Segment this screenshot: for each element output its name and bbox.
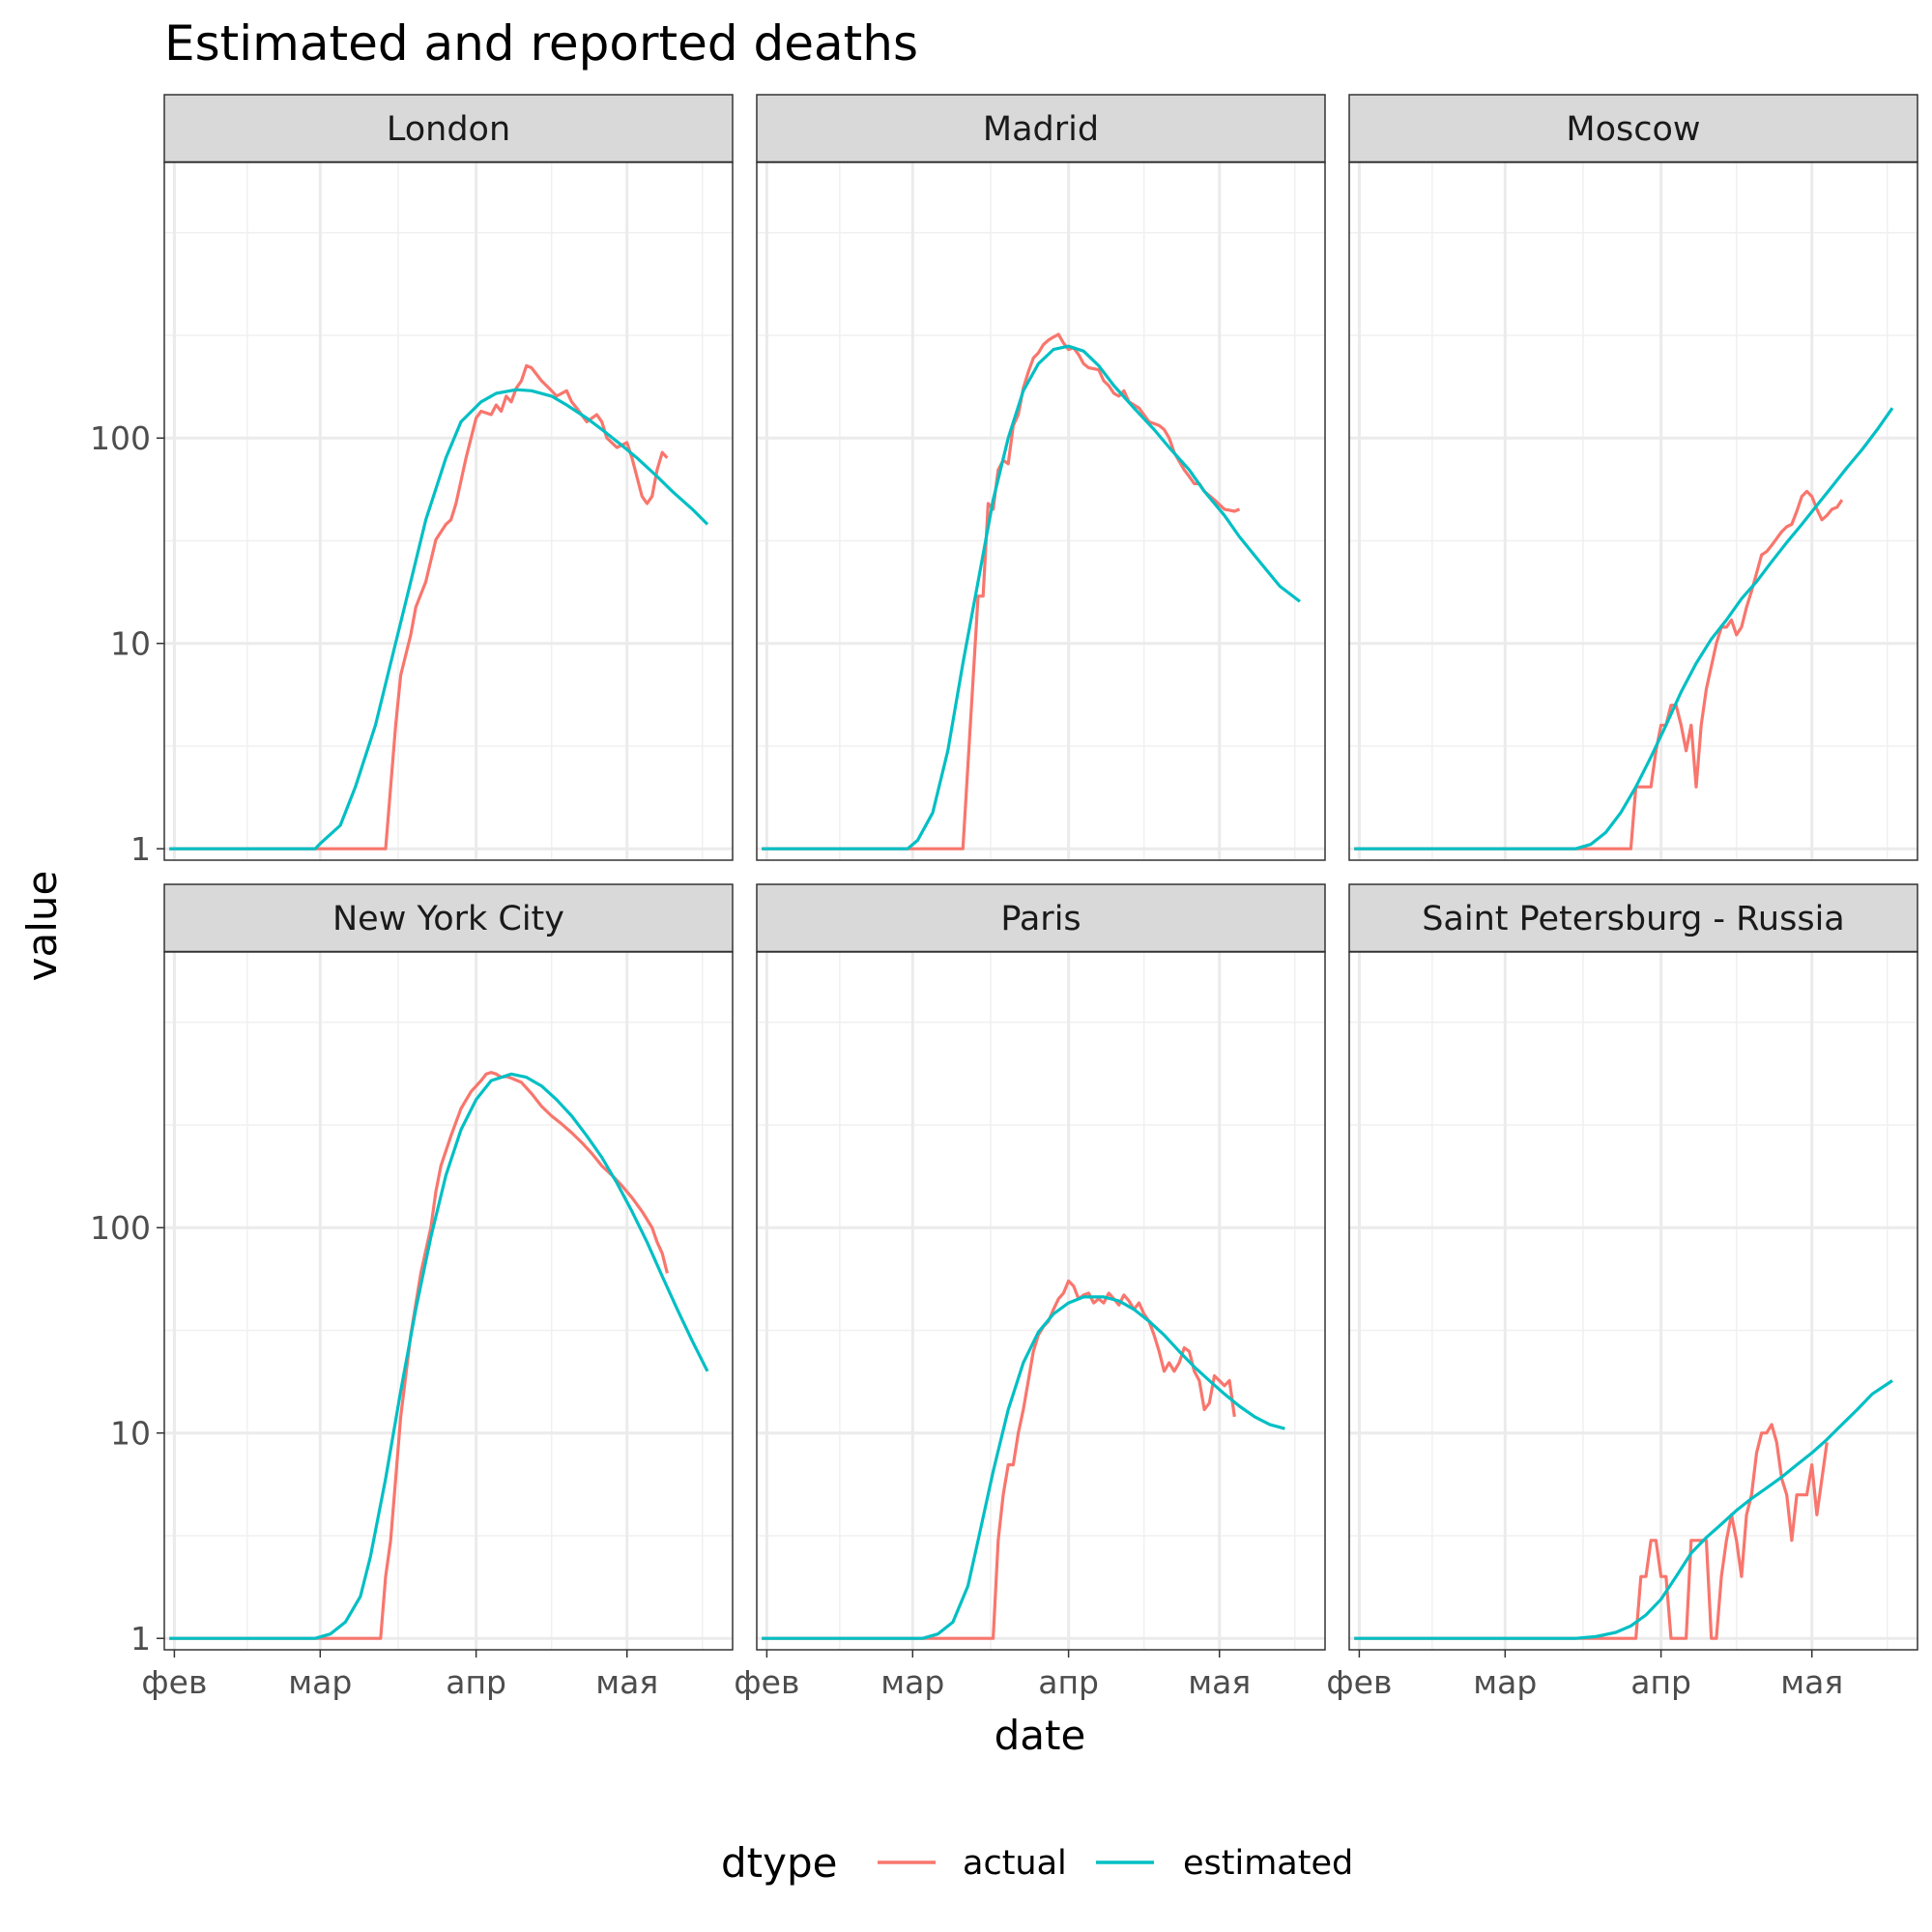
y-tick-label: 10 [110, 1415, 151, 1453]
series-line-estimated [1354, 1379, 1893, 1640]
plot-background [757, 162, 1325, 860]
facet-strip [756, 94, 1326, 163]
x-axis-title: date [995, 1712, 1086, 1759]
y-tick-label: 1 [130, 830, 151, 868]
series-line-estimated [169, 1072, 709, 1640]
x-tick-label: мар [880, 1663, 944, 1701]
facet-panels: London 1 10 100 Madrid Moscow New York City 1 10… [90, 94, 1918, 1701]
plot-background [164, 952, 733, 1650]
panel-border [756, 951, 1326, 1651]
series-line-actual [1354, 1423, 1829, 1640]
x-tick-label: мая [1780, 1663, 1843, 1701]
gridlines [757, 952, 1325, 1650]
facet-strip [163, 94, 734, 163]
series-line-estimated [169, 388, 709, 851]
plot-background [757, 952, 1325, 1650]
facet-panel: Madrid [756, 94, 1326, 861]
facet-strip-label: New York City [332, 900, 564, 938]
series-group [1354, 1379, 1893, 1640]
x-tick-label: апр [1038, 1663, 1099, 1701]
legend-title: dtype [721, 1839, 837, 1887]
facet-strip [1348, 883, 1918, 953]
facet-strip-label: Paris [1000, 900, 1081, 938]
gridlines [164, 952, 733, 1650]
series-line-estimated [762, 1295, 1285, 1640]
panel-border [1348, 161, 1918, 861]
facet-strip-label: London [387, 110, 510, 149]
panel-border [1348, 951, 1918, 1651]
series-line-estimated [762, 344, 1301, 851]
facet-strip [163, 883, 734, 953]
facet-strip-label: Madrid [983, 110, 1099, 149]
x-tick-label: мар [1473, 1663, 1537, 1701]
panel-border [163, 951, 734, 1651]
facet-panel: Saint Petersburg - Russia фев мар апр мая [1326, 883, 1918, 1701]
facet-panel: Paris фев мар апр мая [734, 883, 1326, 1701]
x-tick-label: мар [288, 1663, 352, 1701]
series-line-actual [762, 332, 1241, 851]
series-group [169, 1070, 709, 1640]
plot-background [1349, 162, 1918, 860]
facet-panel: London 1 10 100 [90, 94, 734, 868]
x-tick-label: мая [1188, 1663, 1251, 1701]
x-tick-label: апр [1630, 1663, 1691, 1701]
plot-background [164, 162, 733, 860]
y-tick-label: 10 [110, 625, 151, 663]
y-axis-title: value [18, 871, 66, 982]
series-group [762, 1279, 1285, 1640]
panel-border [756, 161, 1326, 861]
legend-label-estimated: estimated [1183, 1844, 1353, 1883]
plot-background [1349, 952, 1918, 1650]
facet-strip [1348, 94, 1918, 163]
legend: dtype actual estimated [721, 1839, 1353, 1887]
x-tick-label: мая [595, 1663, 658, 1701]
series-group [169, 363, 709, 851]
panel-border [163, 161, 734, 861]
facet-strip-label: Saint Petersburg - Russia [1422, 900, 1845, 938]
x-tick-label: апр [446, 1663, 506, 1701]
series-group [1354, 407, 1894, 851]
facet-panel: Moscow [1348, 94, 1918, 861]
facet-panel: New York City 1 10 100 фев мар апр мая [90, 883, 734, 1701]
x-tick-label: фев [1326, 1663, 1392, 1701]
y-tick-label: 1 [130, 1620, 151, 1658]
facet-strip-label: Moscow [1566, 110, 1700, 149]
y-tick-label: 100 [90, 419, 151, 457]
x-tick-label: фев [141, 1663, 207, 1701]
series-line-actual [1354, 489, 1844, 851]
series-line-estimated [1354, 407, 1894, 851]
legend-label-actual: actual [963, 1844, 1067, 1883]
x-tick-label: фев [734, 1663, 799, 1701]
y-tick-label: 100 [90, 1209, 151, 1247]
chart-title: Estimated and reported deaths [164, 15, 918, 72]
series-line-actual [169, 363, 669, 851]
series-group [762, 332, 1301, 851]
